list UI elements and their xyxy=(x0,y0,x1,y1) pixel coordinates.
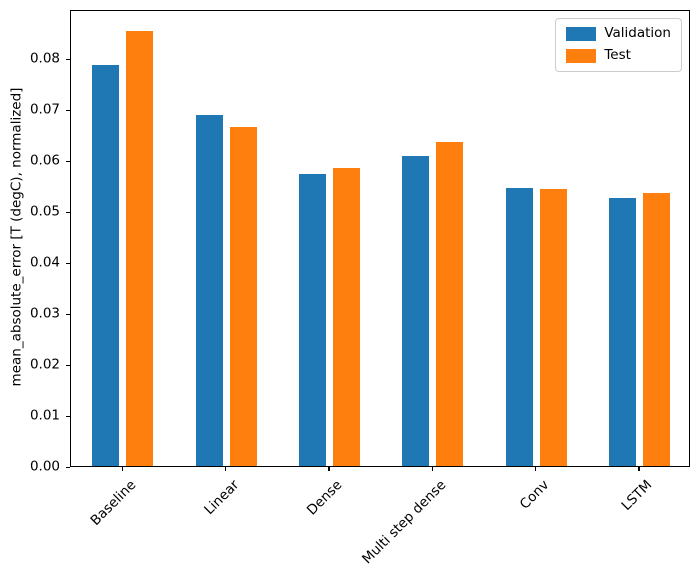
bar-validation-multi-step-dense xyxy=(402,156,430,466)
plot-area: Validation Test xyxy=(70,10,690,467)
legend-item-validation: Validation xyxy=(566,27,671,41)
y-tick-label-0.04: 0.04 xyxy=(29,254,60,270)
y-tick-mark xyxy=(66,262,70,264)
legend-item-test: Test xyxy=(566,49,671,63)
bar-test-conv xyxy=(539,188,567,466)
x-tick-mark xyxy=(225,467,227,471)
y-axis-label: mean_absolute_error [T (degC), normalize… xyxy=(8,87,25,387)
bar-test-linear xyxy=(229,127,257,466)
bar-validation-linear xyxy=(195,115,223,466)
y-tick-mark xyxy=(66,467,70,469)
y-tick-mark xyxy=(66,160,70,162)
bar-test-dense xyxy=(332,168,360,466)
legend-swatch-test-icon xyxy=(566,49,597,63)
y-tick-label-0.02: 0.02 xyxy=(29,356,60,373)
y-tick-label-0.01: 0.01 xyxy=(29,407,60,424)
x-tick-mark xyxy=(328,467,330,471)
bar-validation-lstm xyxy=(608,198,636,466)
y-tick-label-0.08: 0.08 xyxy=(29,49,60,66)
x-tick-mark xyxy=(431,467,433,471)
y-tick-mark xyxy=(66,109,70,111)
y-tick-mark xyxy=(66,313,70,315)
bar-validation-conv xyxy=(505,187,533,466)
y-tick-label-0.07: 0.07 xyxy=(29,100,60,117)
legend-label-validation: Validation xyxy=(604,25,671,42)
y-tick-label-0.03: 0.03 xyxy=(29,305,60,322)
y-tick-mark xyxy=(66,58,70,60)
y-tick-mark xyxy=(66,364,70,367)
y-tick-mark xyxy=(66,211,70,213)
y-tick-label-0.05: 0.05 xyxy=(29,202,60,219)
legend-swatch-validation-icon xyxy=(566,27,597,41)
x-tick-label-baseline: Baseline xyxy=(87,477,139,529)
y-tick-label-0.00: 0.00 xyxy=(29,458,60,475)
x-tick-mark xyxy=(638,467,640,471)
legend: Validation Test xyxy=(555,18,682,72)
legend-label-test: Test xyxy=(604,47,631,64)
bar-validation-dense xyxy=(298,173,326,466)
bar-test-baseline xyxy=(126,30,154,466)
x-tick-mark xyxy=(535,467,537,471)
bar-validation-baseline xyxy=(92,65,120,466)
y-tick-label-0.06: 0.06 xyxy=(29,151,60,168)
x-tick-mark xyxy=(121,467,123,471)
bar-test-multi-step-dense xyxy=(436,142,464,466)
bar-test-lstm xyxy=(642,193,670,466)
y-tick-mark xyxy=(66,415,70,418)
